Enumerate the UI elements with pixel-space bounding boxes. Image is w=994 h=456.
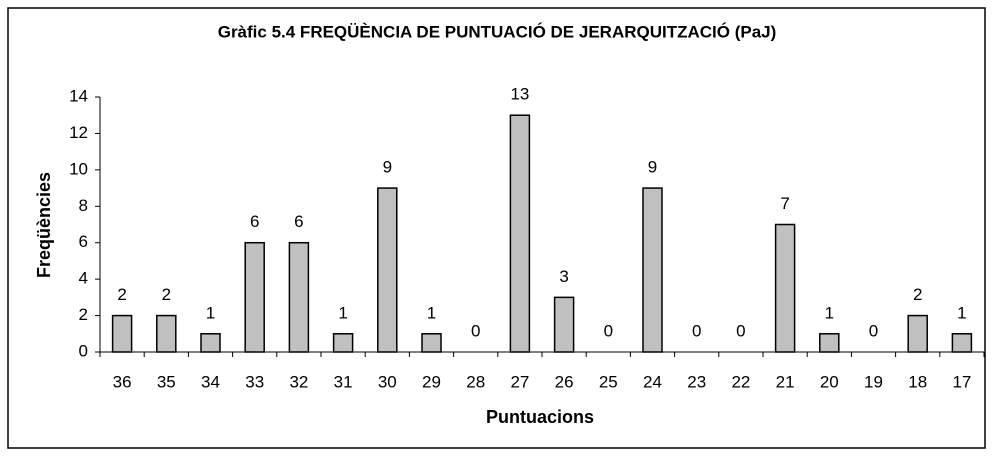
y-tick-label: 6 — [79, 232, 88, 251]
x-tick-label: 30 — [378, 372, 397, 391]
x-tick-label: 29 — [422, 372, 441, 391]
chart-title: Gràfic 5.4 FREQÜÈNCIA DE PUNTUACIÓ DE JE… — [218, 22, 777, 41]
chart-frame — [7, 7, 986, 449]
data-label: 1 — [825, 303, 834, 322]
x-tick-label: 21 — [776, 372, 795, 391]
x-tick-label: 36 — [113, 372, 132, 391]
data-label: 0 — [471, 321, 480, 340]
y-tick-label: 4 — [79, 269, 88, 288]
x-tick-label: 33 — [245, 372, 264, 391]
y-tick-label: 0 — [79, 341, 88, 360]
bar — [332, 333, 354, 353]
x-tick-label: 20 — [820, 372, 839, 391]
bar — [200, 333, 221, 353]
data-label: 0 — [604, 321, 613, 340]
bar — [907, 314, 928, 353]
x-tick-label: 23 — [687, 372, 706, 391]
y-tick-label: 14 — [69, 86, 88, 105]
bar — [288, 241, 310, 353]
x-tick-label: 26 — [555, 372, 574, 391]
data-label: 9 — [648, 158, 657, 177]
x-tick-label: 27 — [510, 372, 529, 391]
data-label: 3 — [559, 267, 568, 286]
bar — [951, 333, 973, 353]
x-tick-label: 18 — [908, 372, 927, 391]
data-label: 6 — [294, 212, 303, 231]
bar — [509, 114, 531, 353]
y-tick-label: 12 — [69, 123, 88, 142]
data-label: 0 — [736, 321, 745, 340]
data-label: 2 — [117, 285, 126, 304]
x-tick-label: 31 — [334, 372, 353, 391]
data-label: 6 — [250, 212, 259, 231]
y-tick-label: 2 — [79, 305, 88, 324]
bar — [642, 187, 663, 353]
data-label: 0 — [692, 321, 701, 340]
data-label: 1 — [338, 303, 347, 322]
bar — [111, 314, 133, 353]
x-axis-label: Puntuacions — [486, 407, 594, 427]
x-tick-label: 35 — [157, 372, 176, 391]
x-tick-label: 32 — [289, 372, 308, 391]
y-tick-label: 8 — [79, 196, 88, 215]
data-label: 2 — [162, 285, 171, 304]
x-tick-label: 28 — [466, 372, 485, 391]
y-tick-label: 10 — [69, 159, 88, 178]
data-label: 0 — [869, 321, 878, 340]
x-tick-label: 34 — [201, 372, 220, 391]
bar — [774, 223, 796, 353]
data-label: 1 — [206, 303, 215, 322]
data-label: 2 — [913, 285, 922, 304]
data-label: 1 — [957, 303, 966, 322]
bar — [819, 333, 840, 353]
x-tick-label: 25 — [599, 372, 618, 391]
bar — [421, 333, 442, 353]
bar — [377, 187, 398, 353]
data-label: 7 — [780, 194, 789, 213]
y-axis-label: Freqüències — [34, 172, 54, 278]
x-tick-label: 19 — [864, 372, 883, 391]
data-label: 13 — [510, 85, 529, 104]
bar — [244, 241, 265, 353]
data-label: 9 — [383, 158, 392, 177]
data-label: 1 — [427, 303, 436, 322]
x-tick-label: 17 — [952, 372, 971, 391]
bar — [156, 314, 177, 353]
bar — [553, 296, 575, 353]
x-tick-label: 24 — [643, 372, 662, 391]
x-tick-label: 22 — [731, 372, 750, 391]
